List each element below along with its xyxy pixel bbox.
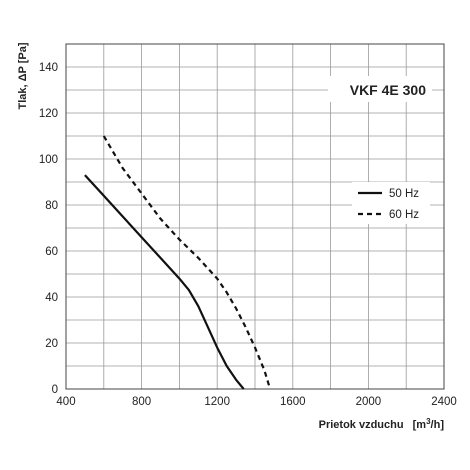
x-axis-label-text: Prietok vzduchu: [319, 419, 404, 431]
tick-labels: 400 800 1200 1600 2000 2400 0 20 40 60 80 100 120 140: [39, 62, 457, 408]
y-tick-label: 100: [39, 154, 58, 166]
series-lines: [84, 135, 272, 390]
y-tick-label: 140: [39, 62, 58, 74]
y-axis-label: Tlak, ΔP [Pa]: [17, 42, 29, 109]
y-tick-label: 40: [45, 292, 58, 304]
x-tick-label: 2400: [431, 396, 457, 408]
y-tick-label: 80: [45, 200, 58, 212]
x-tick-label: 1200: [204, 396, 230, 408]
plot-frame: [65, 43, 445, 390]
legend-label-50hz: 50 Hz: [389, 188, 419, 200]
legend: 50 Hz 60 Hz: [352, 182, 430, 224]
series-line-60hz: [102, 135, 272, 390]
x-axis-unit-prefix: [m: [413, 419, 427, 431]
x-axis-unit-superscript: 3: [426, 417, 431, 426]
series-line-50hz: [84, 174, 245, 390]
legend-background: [352, 182, 430, 224]
x-tick-label: 400: [56, 396, 75, 408]
x-tick-label: 2000: [356, 396, 382, 408]
x-tick-label: 1600: [280, 396, 306, 408]
y-tick-label: 20: [45, 338, 58, 350]
y-tick-label: 60: [45, 246, 58, 258]
y-tick-label: 120: [39, 108, 58, 120]
chart-title-box: VKF 4E 300: [328, 76, 432, 102]
y-tick-label: 0: [52, 384, 58, 396]
x-axis-label: Prietok vzduchu [m3/h]: [319, 417, 445, 431]
title-background: [328, 76, 432, 102]
legend-label-60hz: 60 Hz: [389, 209, 419, 221]
chart-title: VKF 4E 300: [350, 82, 426, 98]
x-tick-label: 800: [132, 396, 151, 408]
x-axis-unit-suffix: /h]: [431, 419, 445, 431]
